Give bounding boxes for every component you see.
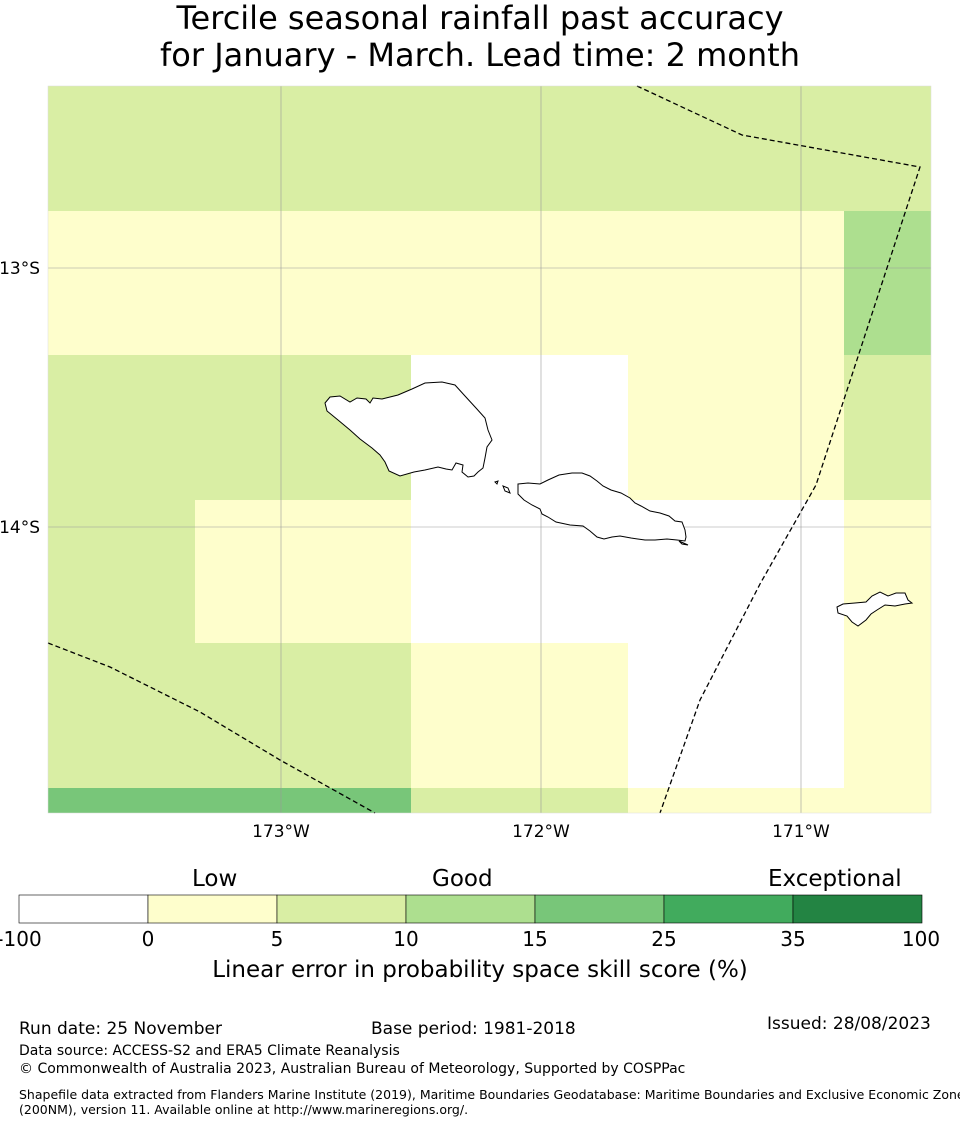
island-manono	[502, 485, 511, 494]
island-aunuu	[678, 540, 689, 546]
map-title-line-2: for January - March. Lead time: 2 month	[160, 36, 800, 74]
grid-cell-r0-c6	[628, 86, 844, 211]
colorbar-swatch-4	[534, 894, 665, 924]
issued-date: Issued: 28/08/2023	[767, 1014, 931, 1034]
lon-label-171w: 171°W	[772, 822, 830, 842]
colorbar-swatch-3	[405, 894, 536, 924]
grid-cell-r4-c6	[628, 643, 844, 788]
grid-cell-r5-c7	[844, 788, 931, 813]
grid-cell-r3-c0	[48, 500, 195, 643]
grid-cell-r5-c6	[628, 788, 844, 813]
grid-cell-r1-c0	[48, 211, 195, 355]
axis-labels: 13°S 14°S 173°W 172°W 171°W	[0, 259, 830, 842]
grid-cell-r1-c4	[411, 211, 628, 355]
colorbar-swatch-0	[18, 894, 149, 924]
grid-cell-r5-c0	[48, 788, 195, 813]
island-tutuila	[836, 591, 914, 627]
colorbar-label-exceptional: Exceptional	[768, 866, 902, 892]
colorbar-axis-label: Linear error in probability space skill …	[212, 957, 748, 983]
base-period: Base period: 1981-2018	[371, 1019, 576, 1039]
colorbar-tick-5: 5	[270, 927, 284, 951]
colorbar-swatch-5	[663, 894, 794, 924]
colorbar-tick-35: 35	[780, 927, 806, 951]
map-frame	[47, 85, 932, 814]
colorbar	[18, 894, 923, 924]
colorbar-tick-0: 0	[141, 927, 155, 951]
map-title: Tercile seasonal rainfall past accuracy …	[0, 0, 960, 74]
grid-cell-r0-c2	[195, 86, 411, 211]
grid-cell-r5-c2	[195, 788, 411, 813]
data-source: Data source: ACCESS-S2 and ERA5 Climate …	[19, 1043, 400, 1059]
colorbar-tick-100: 100	[901, 927, 941, 951]
grid-cell-r5-c4	[411, 788, 628, 813]
shapefile-credit-line-1: Shapefile data extracted from Flanders M…	[19, 1087, 960, 1102]
grid-cell-r4-c4	[411, 643, 628, 788]
graticule	[48, 86, 931, 813]
grid-cell-r1-c7	[844, 211, 931, 355]
grid-cell-r2-c7	[844, 355, 931, 500]
grid-cell-r0-c0	[48, 86, 195, 211]
lon-label-172w: 172°W	[512, 822, 570, 842]
island-upolu	[517, 472, 687, 542]
colorbar-swatch-1	[147, 894, 278, 924]
grid-cell-r0-c7	[844, 86, 931, 211]
colorbar-tick-neg100: -100	[0, 927, 42, 951]
lat-label-14s: 14°S	[0, 518, 40, 538]
lon-label-173w: 173°W	[252, 822, 310, 842]
grid-cell-r1-c2	[195, 211, 411, 355]
run-date: Run date: 25 November	[19, 1019, 222, 1039]
colorbar-tick-10: 10	[393, 927, 419, 951]
colorbar-tick-15: 15	[522, 927, 548, 951]
grid-cell-r1-c6	[628, 211, 844, 355]
maritime-boundaries	[47, 85, 921, 814]
grid-cell-r4-c2	[195, 643, 411, 788]
colorbar-label-good: Good	[432, 866, 493, 892]
grid-cell-r3-c2	[195, 500, 411, 643]
shapefile-credit-line-2: (200NM), version 11. Available online at…	[19, 1102, 469, 1117]
colorbar-tick-25: 25	[651, 927, 677, 951]
grid-cell-r2-c6	[628, 355, 844, 500]
grid-cell-r4-c7	[844, 643, 931, 788]
island-savaii	[324, 381, 493, 478]
map-title-line-1: Tercile seasonal rainfall past accuracy	[176, 0, 784, 37]
colorbar-swatch-6	[792, 894, 923, 924]
grid-cell-r4-c0	[48, 643, 195, 788]
skill-grid	[48, 86, 931, 813]
grid-cell-r2-c0	[48, 355, 195, 500]
coastlines	[324, 381, 914, 627]
copyright: © Commonwealth of Australia 2023, Austra…	[19, 1061, 686, 1077]
eez-boundary-southwest	[47, 642, 376, 814]
eez-boundary-north	[636, 85, 921, 814]
colorbar-label-low: Low	[192, 866, 238, 892]
grid-cell-r0-c4	[411, 86, 628, 211]
colorbar-swatch-2	[276, 894, 407, 924]
island-apolima	[494, 480, 499, 485]
lat-label-13s: 13°S	[0, 259, 40, 279]
